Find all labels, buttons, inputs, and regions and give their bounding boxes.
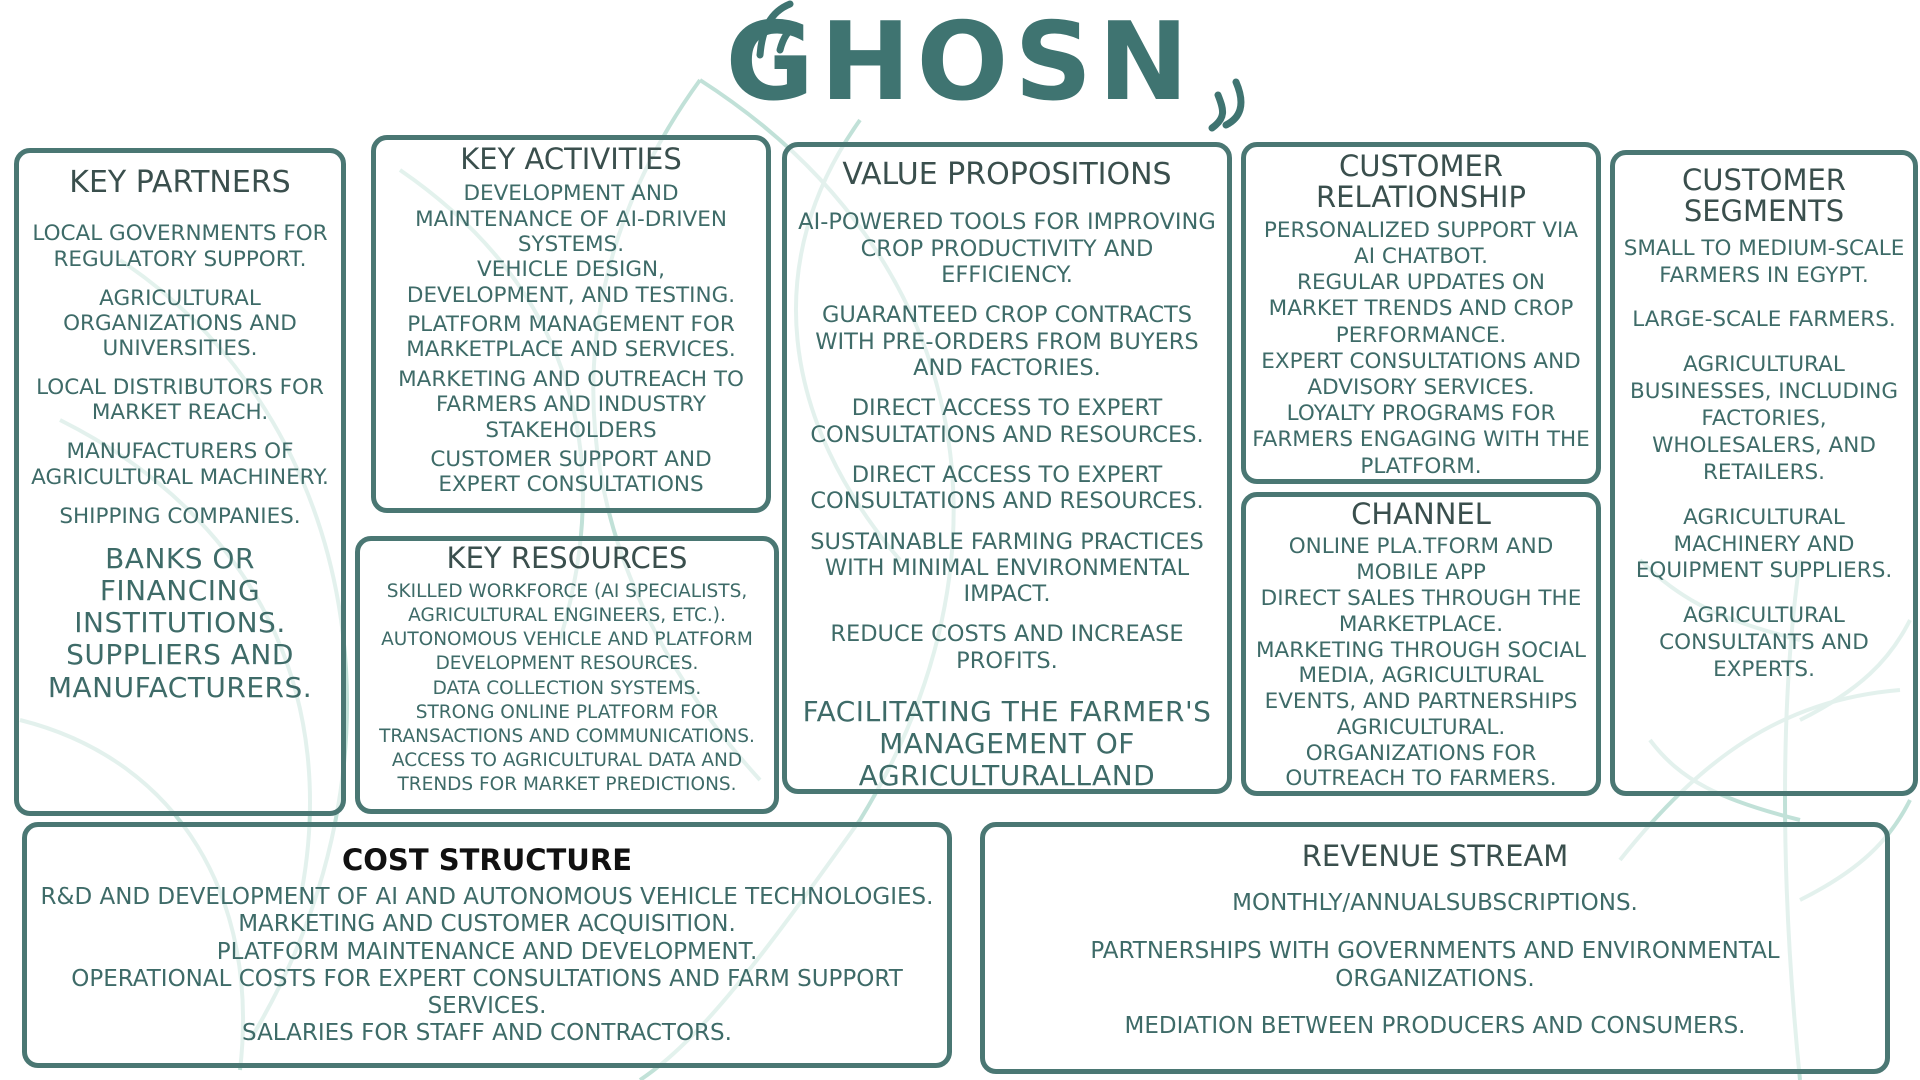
cost-structure-box: COST STRUCTURE R&D AND DEVELOPMENT OF AI…: [22, 822, 952, 1068]
key-partner-item: SUPPLIERS AND MANUFACTURERS.: [47, 638, 313, 704]
value-propositions-heading: VALUE PROPOSITIONS: [842, 157, 1172, 192]
key-resources-heading: KEY RESOURCES: [446, 541, 688, 575]
revenue-stream-box: REVENUE STREAM MONTHLY/ANNUALSUBSCRIPTIO…: [980, 822, 1890, 1074]
key-activity-item: MARKETING AND OUTREACH TO FARMERS AND IN…: [398, 366, 744, 443]
key-activity-item: DEVELOPMENT AND MAINTENANCE OF AI-DRIVEN…: [406, 181, 736, 308]
key-resources-box: KEY RESOURCES SKILLED WORKFORCE (AI SPEC…: [355, 536, 779, 814]
revenue-stream-item: MEDIATION BETWEEN PRODUCERS AND CONSUMER…: [1124, 1013, 1746, 1040]
key-resource-item: SKILLED WORKFORCE (AI SPECIALISTS, AGRIC…: [379, 581, 755, 795]
channel-item: ONLINE PLA.TFORM AND MOBILE APP DIRECT S…: [1255, 534, 1587, 792]
channel-heading: CHANNEL: [1351, 497, 1491, 531]
revenue-stream-item: MONTHLY/ANNUALSUBSCRIPTIONS.: [1232, 890, 1638, 917]
value-propositions-box: VALUE PROPOSITIONS AI-POWERED TOOLS FOR …: [782, 142, 1232, 794]
key-activity-item: PLATFORM MANAGEMENT FOR MARKETPLACE AND …: [406, 312, 736, 363]
key-activities-box: KEY ACTIVITIES DEVELOPMENT AND MAINTENAN…: [371, 135, 771, 513]
customer-segments-box: CUSTOMER SEGMENTS SMALL TO MEDIUM-SCALE …: [1610, 150, 1918, 796]
value-proposition-item: SUSTAINABLE FARMING PRACTICES WITH MINIM…: [810, 528, 1204, 608]
cost-structure-item: R&D AND DEVELOPMENT OF AI AND AUTONOMOUS…: [40, 884, 934, 1046]
key-partners-heading: KEY PARTNERS: [69, 165, 291, 200]
customer-segment-item: LARGE-SCALE FARMERS.: [1632, 307, 1896, 333]
customer-relationship-heading: CUSTOMER RELATIONSHIP: [1316, 149, 1526, 215]
customer-relationship-box: CUSTOMER RELATIONSHIP PERSONALIZED SUPPO…: [1241, 142, 1601, 484]
key-partner-item: MANUFACTURERS OF AGRICULTURAL MACHINERY.: [31, 439, 329, 490]
key-partner-item: SHIPPING COMPANIES.: [59, 503, 301, 529]
revenue-stream-item: PARTNERSHIPS WITH GOVERNMENTS AND ENVIRO…: [1090, 937, 1780, 992]
value-proposition-item: DIRECT ACCESS TO EXPERT CONSULTATIONS AN…: [810, 395, 1204, 448]
key-partners-box: KEY PARTNERS LOCAL GOVERNMENTS FOR REGUL…: [14, 148, 346, 816]
value-proposition-item: AI-POWERED TOOLS FOR IMPROVING CROP PROD…: [798, 209, 1216, 289]
value-proposition-item: FACILITATING THE FARMER'S MANAGEMENT OF …: [802, 695, 1212, 793]
revenue-stream-heading: REVENUE STREAM: [1301, 839, 1569, 873]
key-partner-item: BANKS OR FINANCING INSTITUTIONS.: [74, 541, 286, 640]
page-title: GHOSN: [725, 0, 1195, 125]
cost-structure-heading: COST STRUCTURE: [342, 843, 632, 877]
customer-segments-heading: CUSTOMER SEGMENTS: [1682, 163, 1846, 229]
customer-segment-item: AGRICULTURAL CONSULTANTS AND EXPERTS.: [1659, 603, 1869, 682]
key-partner-item: LOCAL GOVERNMENTS FOR REGULATORY SUPPORT…: [32, 221, 328, 272]
customer-segment-item: AGRICULTURAL MACHINERY AND EQUIPMENT SUP…: [1635, 504, 1893, 584]
value-proposition-item: DIRECT ACCESS TO EXPERT CONSULTATIONS AN…: [810, 461, 1204, 515]
key-activities-heading: KEY ACTIVITIES: [460, 142, 682, 176]
channel-box: CHANNEL ONLINE PLA.TFORM AND MOBILE APP …: [1241, 492, 1601, 796]
key-activity-item: CUSTOMER SUPPORT AND EXPERT CONSULTATION…: [430, 446, 712, 498]
value-proposition-item: GUARANTEED CROP CONTRACTS WITH PRE-ORDER…: [815, 302, 1199, 381]
customer-segment-item: AGRICULTURAL BUSINESSES, INCLUDING FACTO…: [1629, 352, 1899, 485]
customer-segment-item: SMALL TO MEDIUM-SCALE FARMERS IN EGYPT.: [1623, 235, 1905, 288]
value-proposition-item: REDUCE COSTS AND INCREASE PROFITS.: [830, 621, 1184, 674]
key-partner-item: AGRICULTURAL ORGANIZATIONS AND UNIVERSIT…: [63, 285, 297, 361]
key-partner-item: LOCAL DISTRIBUTORS FOR MARKET REACH.: [36, 375, 324, 426]
customer-relationship-item: PERSONALIZED SUPPORT VIA AI CHATBOT. REG…: [1252, 217, 1590, 479]
